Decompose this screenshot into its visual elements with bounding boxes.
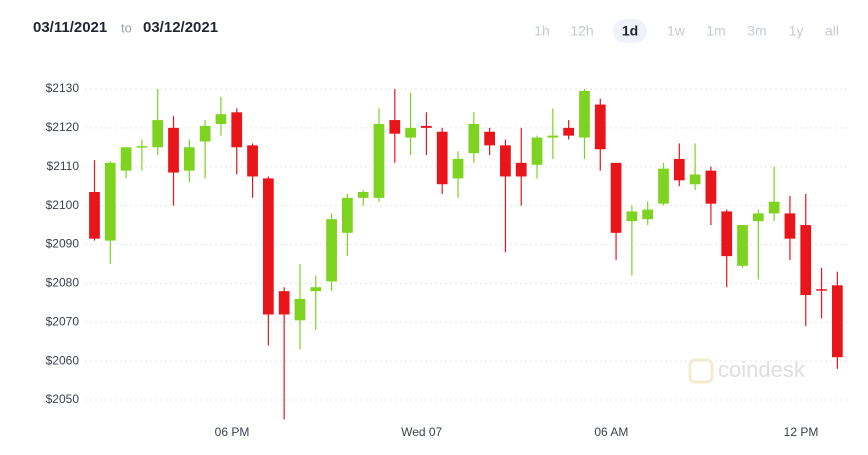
y-tick-label: $2110: [47, 159, 80, 173]
candle-body: [547, 135, 559, 138]
y-tick-label: $2070: [46, 314, 80, 328]
candle-body: [816, 289, 827, 291]
candle-body: [278, 291, 290, 315]
y-tick-label: $2090: [46, 237, 80, 251]
candle-body: [563, 127, 575, 136]
candle-body: [421, 125, 432, 128]
x-tick-label: 06 AM: [594, 425, 628, 439]
y-tick-label: $2080: [46, 276, 80, 290]
candle-body: [436, 131, 448, 185]
watermark-text: coindesk: [718, 357, 806, 382]
candle-body: [405, 127, 416, 138]
timeframe-button[interactable]: 1h: [534, 23, 550, 39]
candle-body: [721, 211, 733, 257]
candle-body: [231, 112, 243, 148]
candle-body: [468, 123, 480, 154]
x-tick-label: Wed 07: [401, 425, 442, 439]
timeframe-button[interactable]: 3m: [747, 23, 766, 39]
candle-body: [199, 125, 211, 142]
candle-body: [183, 147, 195, 171]
candle-body: [342, 197, 353, 233]
timeframe-button[interactable]: 1d: [622, 23, 638, 39]
timeframe-button[interactable]: 1y: [789, 23, 804, 39]
y-tick-label: $2050: [46, 392, 80, 406]
candle-body: [626, 211, 638, 222]
candle-body: [579, 90, 590, 138]
candle-body: [515, 162, 527, 177]
y-tick-label: $2100: [46, 198, 80, 212]
timeframe-button[interactable]: 12h: [570, 23, 593, 39]
y-tick-label: $2060: [46, 353, 80, 367]
x-tick-label: 06 PM: [215, 425, 250, 439]
y-tick-label: $2120: [46, 120, 80, 134]
candle-body: [326, 219, 337, 282]
timeframe-button[interactable]: all: [825, 23, 839, 39]
x-tick-label: 12 PM: [784, 425, 819, 439]
candle-body: [752, 213, 764, 222]
candle-body: [168, 127, 179, 173]
candle-body: [642, 209, 654, 220]
candle-body: [800, 225, 812, 296]
candle-body: [294, 298, 306, 321]
candle-body: [831, 285, 843, 358]
candle-body: [673, 158, 685, 181]
candle-body: [120, 147, 132, 171]
timeframe-button[interactable]: 1w: [667, 23, 686, 39]
candle-body: [610, 162, 622, 233]
candle-body: [247, 145, 258, 177]
watermark: coindesk: [688, 357, 806, 384]
date-separator: to: [121, 20, 132, 35]
candle-body: [152, 120, 164, 148]
candle-body: [531, 137, 543, 165]
candle-body: [500, 145, 511, 177]
candle-body: [452, 158, 464, 179]
date-from: 03/11/2021: [33, 19, 107, 36]
candle-body: [310, 287, 322, 292]
candle-body: [594, 104, 606, 150]
candle-body: [89, 191, 100, 239]
candle-body: [484, 131, 496, 146]
candle-body: [262, 178, 274, 315]
timeframe-button[interactable]: 1m: [706, 23, 725, 39]
date-to: 03/12/2021: [143, 19, 218, 36]
timeframe-selected-bg: [613, 19, 647, 43]
candle-body: [737, 225, 748, 266]
candle-body: [373, 123, 385, 198]
candle-body: [389, 120, 401, 134]
candle-body: [768, 201, 780, 214]
candle-body: [658, 168, 669, 204]
candle-body: [357, 191, 369, 198]
candle-body: [104, 162, 116, 241]
candle-body: [705, 170, 717, 204]
candle-body: [689, 174, 701, 185]
candle-body: [136, 146, 148, 148]
candle-body: [215, 114, 227, 124]
candle-body: [784, 213, 796, 239]
y-tick-label: $2130: [46, 81, 80, 95]
